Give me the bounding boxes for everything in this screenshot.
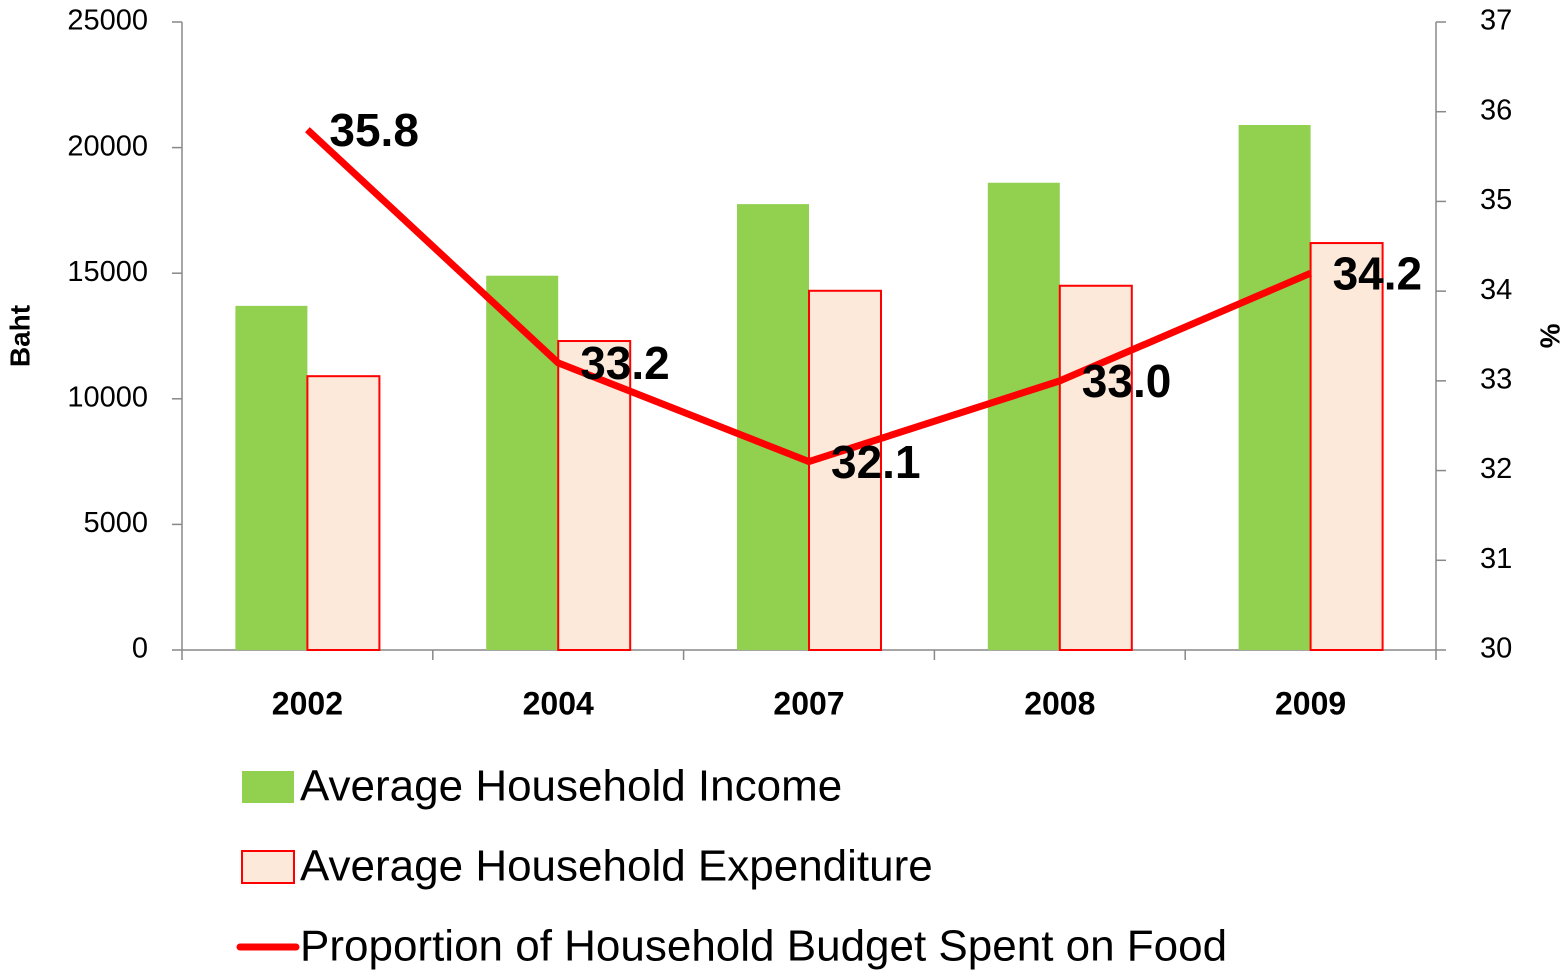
legend-swatch (242, 771, 294, 803)
bar (987, 182, 1060, 650)
data-label: 35.8 (329, 104, 419, 156)
y2-tick-label: 32 (1480, 453, 1512, 485)
y-tick-label: 15000 (67, 256, 148, 288)
y2-axis-label: % (1535, 324, 1560, 349)
x-tick-label: 2007 (773, 685, 844, 721)
bar (737, 204, 809, 650)
y-tick-label: 5000 (83, 507, 148, 539)
y-axis-label: Baht (4, 305, 35, 367)
y-tick-label: 25000 (67, 5, 148, 37)
bar (1058, 284, 1133, 651)
x-tick-label: 2002 (272, 685, 343, 721)
data-label: 32.1 (831, 436, 921, 488)
bar (808, 289, 882, 651)
x-tick-label: 2004 (523, 685, 594, 721)
bar (1309, 242, 1384, 651)
y2-tick-label: 37 (1480, 5, 1512, 37)
x-tick-label: 2009 (1275, 685, 1346, 721)
bar (1238, 124, 1311, 650)
y2-tick-label: 31 (1480, 543, 1512, 575)
x-tick-label: 2008 (1024, 685, 1095, 721)
bar (486, 275, 559, 650)
data-label: 33.0 (1082, 355, 1172, 407)
data-label: 33.2 (580, 337, 670, 389)
y2-tick-label: 33 (1480, 364, 1512, 396)
y-tick-label: 0 (132, 633, 148, 665)
legend-swatch (241, 850, 295, 884)
y2-tick-label: 30 (1480, 633, 1512, 665)
y2-tick-label: 34 (1480, 274, 1512, 306)
y-tick-label: 20000 (67, 130, 148, 162)
y-tick-label: 10000 (67, 381, 148, 413)
y2-tick-label: 36 (1480, 94, 1512, 126)
bar (306, 375, 381, 651)
bar (235, 305, 308, 650)
data-label: 34.2 (1333, 247, 1423, 299)
legend-label: Proportion of Household Budget Spent on … (300, 922, 1227, 971)
bar (557, 340, 632, 651)
legend-label: Average Household Income (300, 762, 842, 811)
y2-tick-label: 35 (1480, 184, 1512, 216)
legend-label: Average Household Expenditure (300, 842, 933, 891)
line (305, 127, 1312, 466)
